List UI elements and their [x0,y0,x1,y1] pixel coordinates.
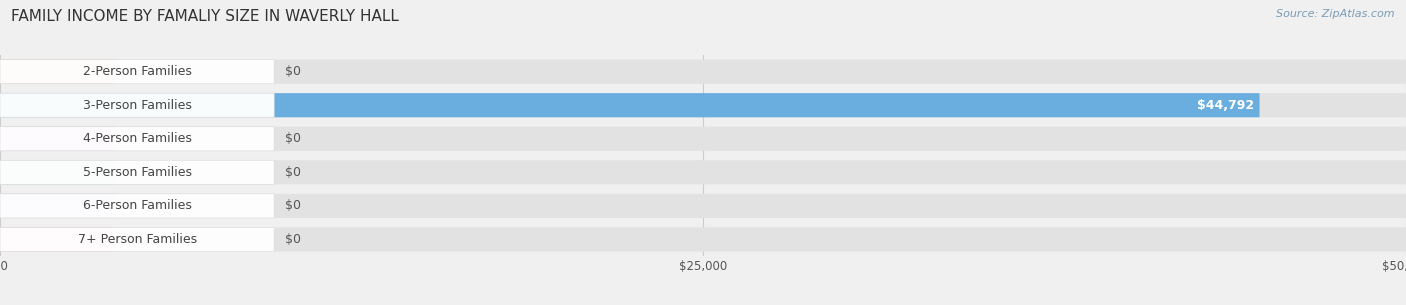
FancyBboxPatch shape [0,160,274,185]
FancyBboxPatch shape [0,59,1406,84]
FancyBboxPatch shape [0,227,115,252]
Text: $44,792: $44,792 [1197,99,1254,112]
Text: 3-Person Families: 3-Person Families [83,99,191,112]
Text: 2-Person Families: 2-Person Families [83,65,191,78]
Text: $0: $0 [285,132,301,145]
Text: 5-Person Families: 5-Person Families [83,166,191,179]
Text: FAMILY INCOME BY FAMALIY SIZE IN WAVERLY HALL: FAMILY INCOME BY FAMALIY SIZE IN WAVERLY… [11,9,399,24]
FancyBboxPatch shape [0,93,1406,117]
FancyBboxPatch shape [0,127,115,151]
Text: $0: $0 [285,65,301,78]
FancyBboxPatch shape [0,127,1406,151]
FancyBboxPatch shape [0,59,274,84]
Text: $0: $0 [285,166,301,179]
FancyBboxPatch shape [0,160,115,185]
Text: $0: $0 [285,199,301,212]
FancyBboxPatch shape [0,93,274,117]
FancyBboxPatch shape [0,194,1406,218]
FancyBboxPatch shape [0,194,115,218]
Text: Source: ZipAtlas.com: Source: ZipAtlas.com [1277,9,1395,19]
Text: $0: $0 [285,233,301,246]
FancyBboxPatch shape [0,59,115,84]
Text: 4-Person Families: 4-Person Families [83,132,191,145]
FancyBboxPatch shape [0,227,1406,252]
FancyBboxPatch shape [0,194,274,218]
Text: 6-Person Families: 6-Person Families [83,199,191,212]
FancyBboxPatch shape [0,227,274,252]
FancyBboxPatch shape [0,127,274,151]
FancyBboxPatch shape [0,160,1406,185]
Text: 7+ Person Families: 7+ Person Families [77,233,197,246]
FancyBboxPatch shape [0,93,1260,117]
